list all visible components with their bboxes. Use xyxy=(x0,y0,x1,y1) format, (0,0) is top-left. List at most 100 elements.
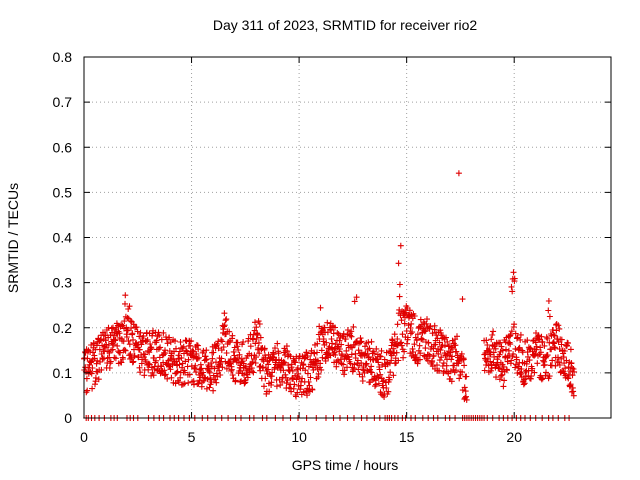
data-point xyxy=(431,322,438,329)
data-point xyxy=(448,356,455,363)
data-point xyxy=(488,336,495,343)
data-point xyxy=(533,343,540,350)
data-point xyxy=(401,348,408,355)
data-point xyxy=(130,358,137,365)
data-point xyxy=(221,322,228,329)
data-point xyxy=(379,361,386,368)
data-point xyxy=(293,376,300,383)
data-point xyxy=(500,383,507,390)
data-point xyxy=(93,342,100,349)
data-point xyxy=(538,376,545,383)
data-point xyxy=(236,351,243,358)
data-point xyxy=(162,371,169,378)
data-point xyxy=(408,320,415,327)
y-tick-label: 0 xyxy=(64,410,72,426)
data-point xyxy=(371,350,378,357)
data-point xyxy=(329,340,336,347)
data-point xyxy=(493,374,499,381)
data-point xyxy=(216,367,223,374)
data-point xyxy=(107,358,114,365)
data-point xyxy=(363,360,370,367)
data-point xyxy=(377,371,384,378)
data-point xyxy=(134,328,141,335)
data-point xyxy=(148,372,155,379)
data-point xyxy=(388,342,395,349)
data-point xyxy=(322,358,329,364)
data-point xyxy=(421,352,428,359)
data-point xyxy=(481,367,488,374)
data-point xyxy=(517,336,524,343)
data-point xyxy=(562,365,569,372)
data-point xyxy=(449,346,456,352)
data-point xyxy=(127,318,134,324)
data-point xyxy=(463,373,470,380)
data-point xyxy=(300,362,307,369)
data-point xyxy=(110,341,117,348)
data-point xyxy=(317,304,324,311)
data-point xyxy=(213,379,220,386)
data-point xyxy=(92,374,99,381)
data-point xyxy=(314,349,320,356)
data-point xyxy=(532,339,539,346)
data-point xyxy=(124,314,131,321)
data-point xyxy=(125,306,132,312)
data-point xyxy=(238,378,245,385)
data-point xyxy=(180,343,187,350)
data-point xyxy=(483,362,489,368)
data-point xyxy=(275,350,282,357)
data-point xyxy=(560,354,567,361)
data-point xyxy=(94,357,101,364)
data-point xyxy=(297,386,304,393)
data-point xyxy=(567,346,574,353)
data-point xyxy=(138,341,145,348)
data-point xyxy=(546,313,553,320)
data-point xyxy=(174,368,181,375)
data-point xyxy=(97,358,104,365)
data-point xyxy=(396,281,403,288)
data-point xyxy=(121,346,128,353)
data-point xyxy=(544,352,551,359)
data-point xyxy=(359,378,366,384)
data-point xyxy=(487,358,494,365)
data-point xyxy=(555,354,561,361)
data-point xyxy=(390,372,397,379)
data-point xyxy=(161,372,168,379)
data-point xyxy=(514,335,520,342)
data-point xyxy=(226,328,233,335)
data-point xyxy=(454,333,460,340)
data-point xyxy=(565,375,572,382)
data-point xyxy=(400,354,407,361)
data-point xyxy=(131,352,138,359)
data-point xyxy=(568,360,575,367)
data-point xyxy=(302,367,309,374)
data-point xyxy=(284,348,291,355)
data-point xyxy=(126,303,133,310)
data-point xyxy=(490,328,497,335)
x-axis-label: GPS time / hours xyxy=(292,457,399,473)
data-point xyxy=(504,358,511,365)
data-point xyxy=(543,369,549,376)
data-point xyxy=(438,354,445,361)
data-point xyxy=(347,332,354,339)
data-point xyxy=(280,367,287,374)
data-point xyxy=(255,339,262,346)
data-point xyxy=(162,350,169,357)
data-point xyxy=(375,359,382,366)
data-point xyxy=(537,344,544,351)
data-point xyxy=(118,359,125,366)
data-point xyxy=(88,370,95,377)
data-point xyxy=(234,355,241,361)
data-point xyxy=(498,343,505,350)
data-point xyxy=(129,359,136,366)
data-point xyxy=(310,367,317,373)
data-point xyxy=(147,344,154,351)
data-point xyxy=(551,344,558,351)
data-point xyxy=(256,321,263,327)
data-point xyxy=(546,373,553,380)
data-point xyxy=(407,330,414,337)
data-point xyxy=(188,338,195,345)
data-point xyxy=(187,342,194,349)
data-point xyxy=(561,348,568,354)
data-point xyxy=(456,375,463,382)
data-point xyxy=(522,368,529,375)
